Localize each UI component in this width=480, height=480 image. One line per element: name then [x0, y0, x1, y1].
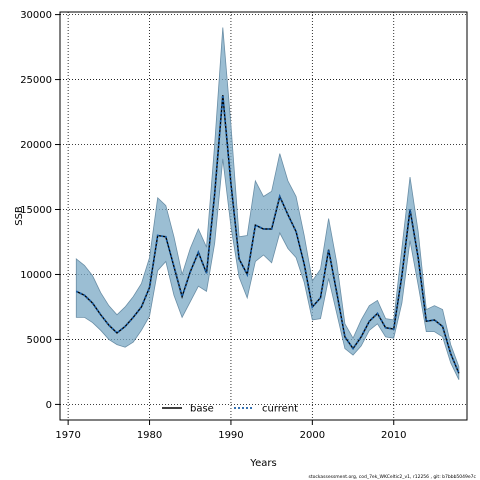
y-tick-label: 15000: [20, 205, 52, 216]
x-tick-label: 1980: [137, 430, 162, 441]
x-axis-ticks: 1970 1980 1990 2000 2010: [55, 420, 406, 441]
series-line-current: [75, 95, 460, 374]
x-tick-label: 2000: [300, 430, 325, 441]
series-lines: [75, 95, 460, 374]
legend: base current: [162, 404, 298, 415]
x-tick-label: 1990: [218, 430, 243, 441]
y-tick-label: 5000: [27, 335, 52, 346]
y-tick-label: 0: [46, 400, 52, 411]
x-axis-label: Years: [249, 458, 276, 469]
y-tick-label: 10000: [20, 270, 52, 281]
footer-note: stockassessment.org, cod_7ek_WKCeltic2_v…: [309, 474, 477, 480]
plot-frame: [59, 11, 468, 421]
y-axis-ticks: 0 5000 10000 15000 20000 25000 30000: [20, 10, 60, 411]
x-tick-label: 1970: [55, 430, 80, 441]
y-tick-label: 30000: [20, 10, 52, 21]
confidence-band: [75, 27, 460, 380]
confidence-band-area: [75, 27, 460, 380]
legend-label-base: base: [190, 404, 214, 415]
x-tick-label: 2010: [381, 430, 406, 441]
y-tick-label: 20000: [20, 140, 52, 151]
y-tick-label: 25000: [20, 75, 52, 86]
legend-label-current: current: [262, 404, 298, 415]
y-axis-label: SSB: [14, 206, 25, 226]
